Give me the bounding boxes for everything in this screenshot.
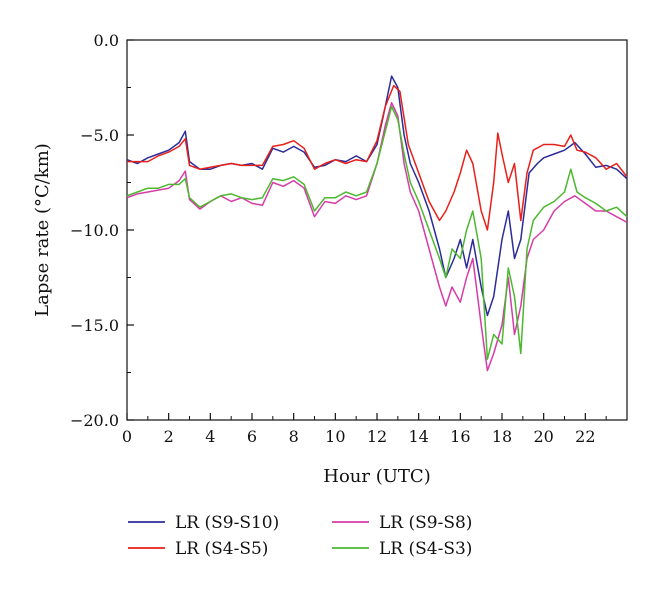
legend: LR (S9-S10) LR (S4-S5) LR (S9-S8) LR (S4-S3…	[128, 513, 472, 559]
y-tick-label: −10.0	[70, 221, 119, 240]
y-tick-label: 0.0	[94, 31, 119, 50]
x-tick-label: 20	[533, 427, 553, 446]
legend-label: LR (S4-S3)	[379, 539, 472, 559]
series-layer	[126, 75, 628, 372]
series-line-2	[127, 84, 628, 231]
x-axis-title: Hour (UTC)	[323, 466, 430, 487]
x-tick-label: 18	[492, 427, 512, 446]
x-tick-label: 8	[289, 427, 299, 446]
x-tick-label: 4	[205, 427, 215, 446]
plot-frame	[126, 39, 628, 421]
x-tick-label: 10	[325, 427, 345, 446]
legend-label: LR (S4-S5)	[175, 539, 268, 559]
x-tick-label: 6	[247, 427, 257, 446]
y-tick-label: −5.0	[80, 126, 119, 145]
y-tick-label: −20.0	[70, 411, 119, 430]
x-tick-label: 22	[575, 427, 595, 446]
x-tick-label: 16	[450, 427, 470, 446]
series-line-4	[126, 105, 628, 360]
x-tick-label: 12	[367, 427, 387, 446]
y-axis-title: Lapse rate (°C/km)	[32, 143, 53, 317]
y-tick-label: −15.0	[70, 316, 119, 335]
x-tick-label: 0	[122, 427, 132, 446]
x-tick-label: 2	[164, 427, 174, 446]
series-line-1	[126, 75, 628, 317]
x-tick-label: 14	[408, 427, 428, 446]
legend-label: LR (S9-S8)	[379, 513, 472, 533]
ticks-layer: 0 2 4 6 8 10 12 14 16 18 20 22 0.0 −5.0 −10.0 −15.0 −20.…	[70, 31, 607, 446]
legend-label: LR (S9-S10)	[175, 513, 279, 533]
